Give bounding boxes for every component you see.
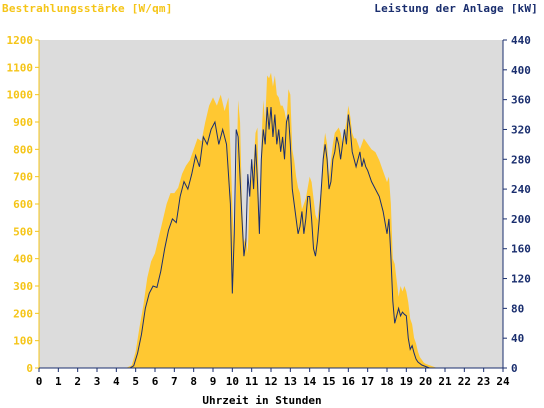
left-tick-label: 1000 bbox=[7, 89, 34, 102]
x-tick-label: 18 bbox=[380, 375, 393, 388]
left-tick-label: 0 bbox=[26, 362, 33, 375]
x-tick-label: 3 bbox=[94, 375, 101, 388]
right-tick-label: 40 bbox=[511, 332, 524, 345]
left-axis-title: Bestrahlungsstärke [W/qm] bbox=[2, 2, 173, 15]
right-tick-label: 0 bbox=[511, 362, 518, 375]
right-axis-title: Leistung der Anlage [kW] bbox=[374, 2, 538, 15]
right-tick-label: 320 bbox=[511, 123, 531, 136]
right-tick-label: 80 bbox=[511, 302, 524, 315]
left-tick-label: 100 bbox=[13, 335, 33, 348]
left-tick-label: 1100 bbox=[7, 61, 34, 74]
x-tick-label: 23 bbox=[477, 375, 490, 388]
x-tick-label: 10 bbox=[226, 375, 239, 388]
left-tick-label: 200 bbox=[13, 307, 33, 320]
left-tick-label: 800 bbox=[13, 143, 33, 156]
right-tick-label: 240 bbox=[511, 183, 531, 196]
right-tick-label: 440 bbox=[511, 34, 531, 47]
x-axis-label: Uhrzeit in Stunden bbox=[202, 394, 322, 407]
left-tick-label: 1200 bbox=[7, 34, 34, 47]
x-tick-label: 17 bbox=[361, 375, 374, 388]
power-line bbox=[39, 107, 503, 369]
x-tick-label: 4 bbox=[113, 375, 120, 388]
x-tick-label: 5 bbox=[132, 375, 139, 388]
x-tick-label: 20 bbox=[419, 375, 432, 388]
x-tick-label: 21 bbox=[438, 375, 452, 388]
right-tick-label: 160 bbox=[511, 243, 531, 256]
left-tick-label: 600 bbox=[13, 198, 33, 211]
left-tick-label: 900 bbox=[13, 116, 33, 129]
x-tick-label: 7 bbox=[171, 375, 178, 388]
x-tick-label: 16 bbox=[342, 375, 356, 388]
left-tick-label: 700 bbox=[13, 171, 33, 184]
x-tick-label: 1 bbox=[55, 375, 62, 388]
right-tick-label: 360 bbox=[511, 94, 531, 107]
x-tick-label: 9 bbox=[210, 375, 217, 388]
x-tick-label: 12 bbox=[264, 375, 277, 388]
right-tick-label: 400 bbox=[511, 64, 531, 77]
x-tick-label: 22 bbox=[458, 375, 471, 388]
x-tick-label: 8 bbox=[190, 375, 197, 388]
left-tick-label: 300 bbox=[13, 280, 33, 293]
right-tick-label: 120 bbox=[511, 273, 531, 286]
x-tick-label: 13 bbox=[284, 375, 297, 388]
right-tick-label: 200 bbox=[511, 213, 531, 226]
x-tick-label: 2 bbox=[74, 375, 81, 388]
x-tick-label: 11 bbox=[245, 375, 259, 388]
x-tick-label: 15 bbox=[322, 375, 335, 388]
right-tick-label: 280 bbox=[511, 153, 531, 166]
x-tick-label: 19 bbox=[400, 375, 413, 388]
x-tick-label: 0 bbox=[36, 375, 43, 388]
x-tick-label: 14 bbox=[303, 375, 317, 388]
left-tick-label: 500 bbox=[13, 225, 33, 238]
left-tick-label: 400 bbox=[13, 253, 33, 266]
x-tick-label: 6 bbox=[152, 375, 159, 388]
irradiance-area bbox=[39, 72, 503, 369]
x-tick-label: 24 bbox=[496, 375, 510, 388]
